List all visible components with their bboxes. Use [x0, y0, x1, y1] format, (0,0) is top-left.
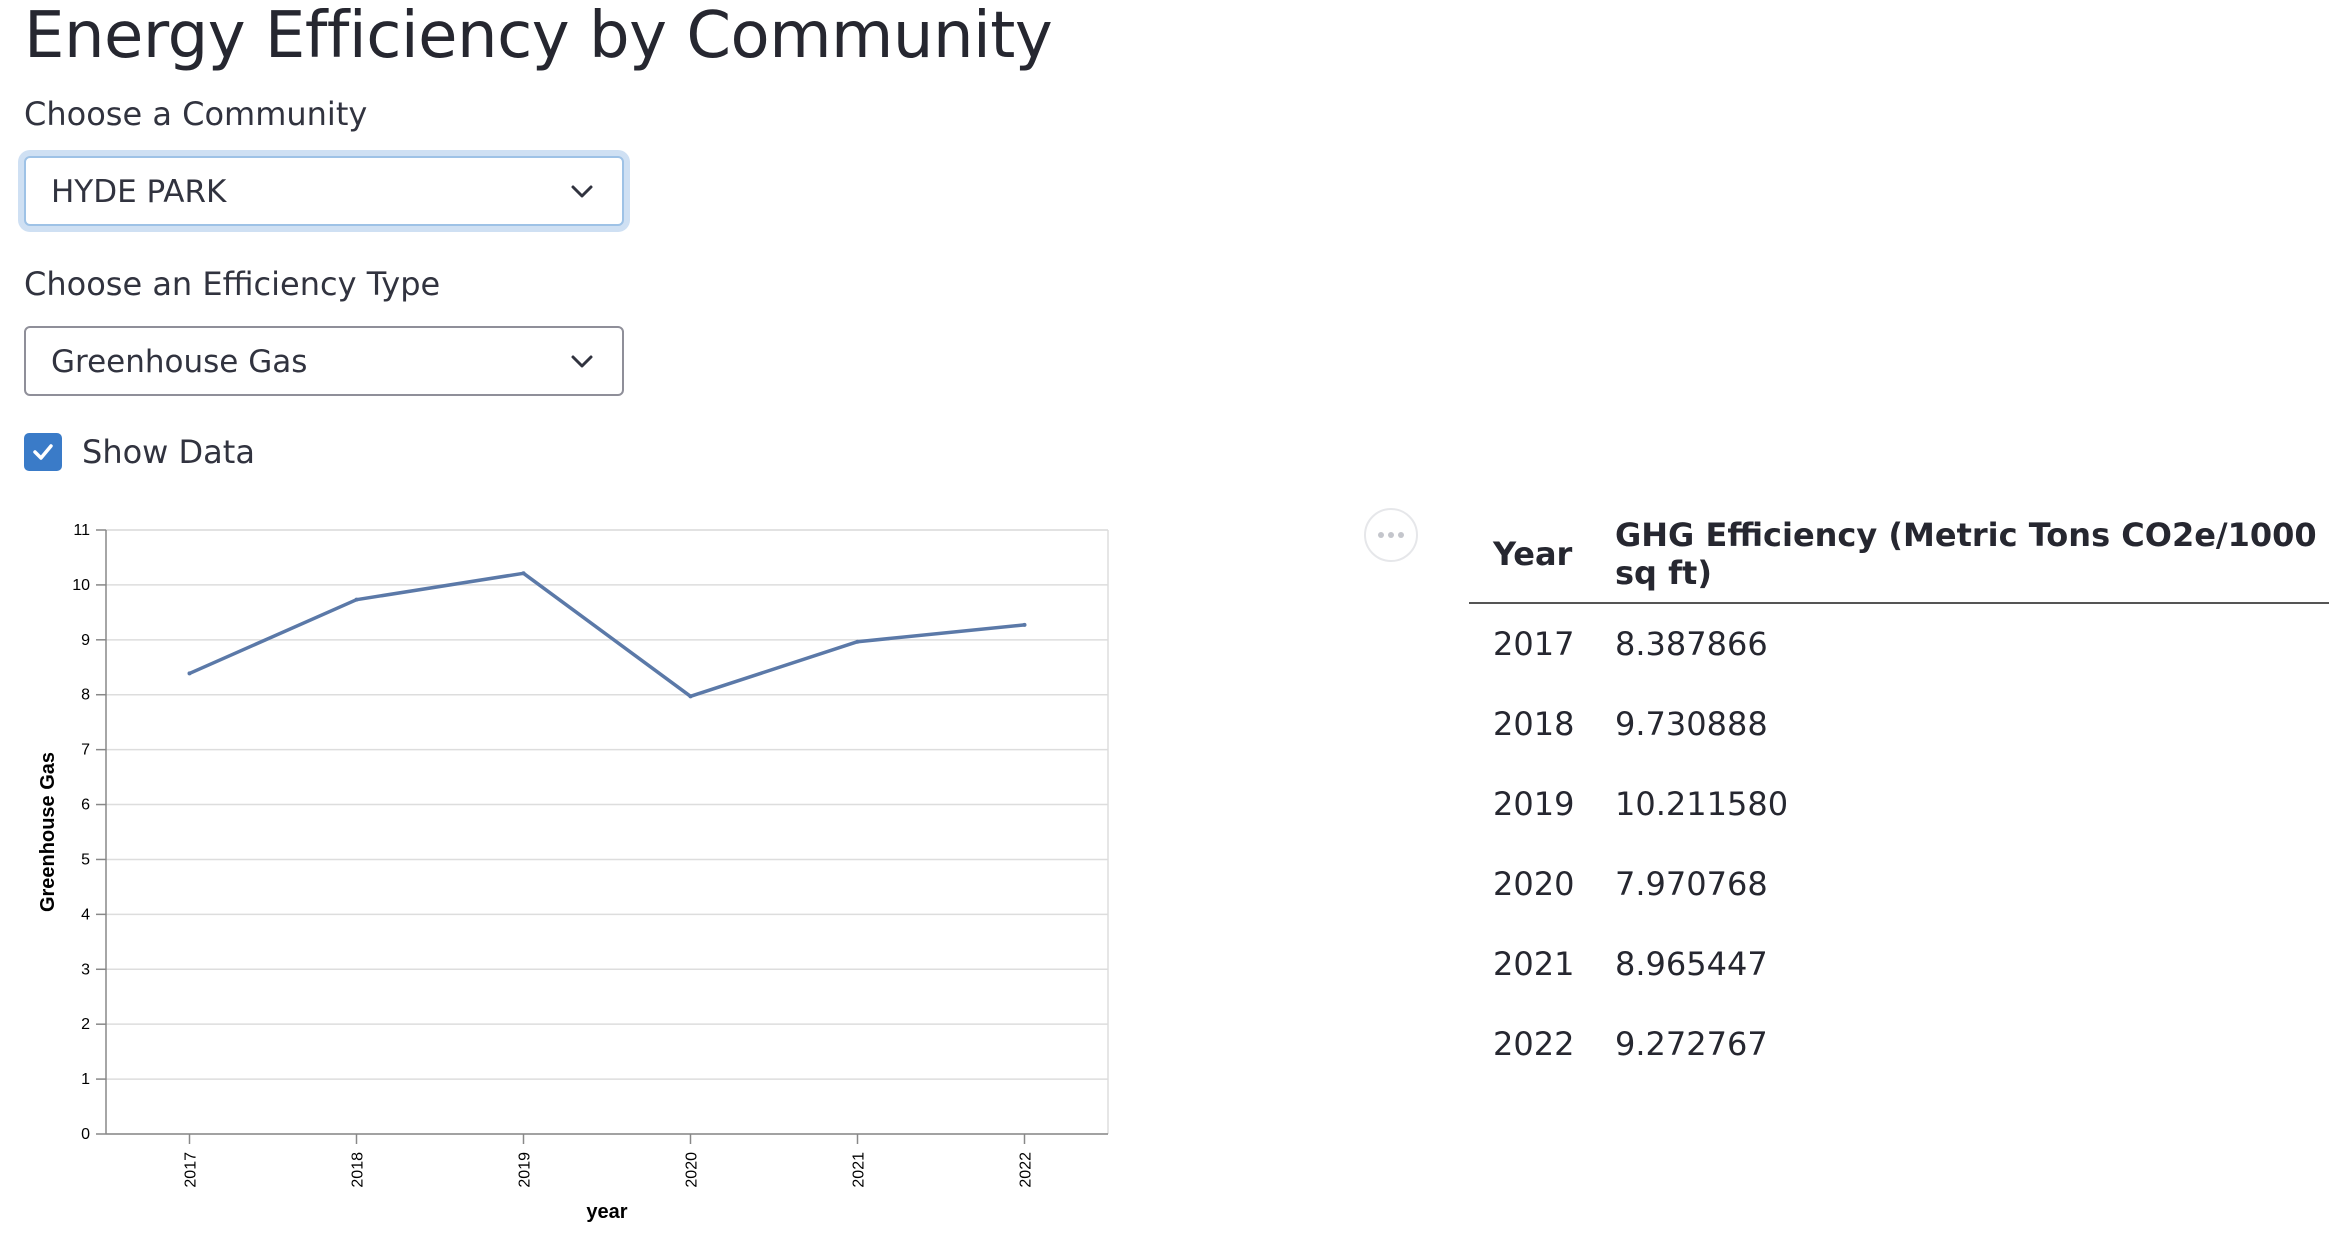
community-select-value: HYDE PARK — [51, 174, 227, 210]
chart-menu-button[interactable] — [1364, 508, 1418, 562]
x-tick-label: 2019 — [517, 1152, 534, 1188]
table-cell-year: 2022 — [1493, 1025, 1575, 1063]
y-axis-title: Greenhouse Gas — [37, 752, 59, 912]
y-tick-label: 6 — [81, 797, 90, 814]
y-tick-label: 5 — [81, 851, 90, 868]
y-tick-label: 11 — [73, 522, 90, 539]
x-tick-label: 2017 — [183, 1152, 200, 1188]
table-cell-value: 7.970768 — [1615, 865, 1768, 903]
x-tick-label: 2020 — [684, 1152, 701, 1188]
table-cell-value: 8.965447 — [1615, 945, 1768, 983]
table-cell-value: 9.272767 — [1615, 1025, 1768, 1063]
efficiency-select-value: Greenhouse Gas — [51, 344, 308, 380]
y-tick-label: 2 — [81, 1016, 90, 1033]
data-point — [354, 597, 359, 602]
y-tick-label: 10 — [72, 577, 90, 594]
table-header-year: Year — [1469, 516, 1615, 604]
x-tick-label: 2021 — [851, 1152, 868, 1188]
community-select-label: Choose a Community — [24, 95, 368, 133]
data-table: Year GHG Efficiency (Metric Tons CO2e/10… — [1469, 516, 2329, 1084]
chevron-down-icon — [571, 355, 593, 368]
table-row: 2018 9.730888 — [1469, 684, 2329, 764]
table-header-ghg: GHG Efficiency (Metric Tons CO2e/1000 sq… — [1615, 516, 2329, 604]
data-point — [1022, 622, 1027, 627]
table-cell-year: 2021 — [1493, 945, 1575, 983]
data-point — [187, 671, 192, 676]
show-data-toggle[interactable]: Show Data — [24, 432, 255, 472]
series-line — [187, 571, 1027, 699]
chevron-down-icon — [571, 185, 593, 198]
data-point — [855, 639, 860, 644]
checkmark-icon — [33, 444, 53, 460]
efficiency-type-select[interactable]: Greenhouse Gas — [24, 326, 624, 396]
y-tick-label: 8 — [81, 687, 90, 704]
efficiency-select-label: Choose an Efficiency Type — [24, 265, 441, 303]
data-point — [521, 571, 526, 576]
community-select[interactable]: HYDE PARK — [24, 156, 624, 226]
table-row: 2021 8.965447 — [1469, 924, 2329, 1004]
y-tick-label: 0 — [81, 1126, 90, 1143]
more-horizontal-icon — [1378, 532, 1404, 538]
y-tick-label: 1 — [81, 1071, 90, 1088]
table-header-row: Year GHG Efficiency (Metric Tons CO2e/10… — [1469, 516, 2329, 604]
y-tick-label: 3 — [81, 961, 90, 978]
table-cell-value: 10.211580 — [1615, 785, 1789, 823]
page-title: Energy Efficiency by Community — [24, 0, 1053, 73]
y-tick-label: 7 — [81, 742, 90, 759]
table-cell-value: 8.387866 — [1615, 625, 1768, 663]
x-axis-title: year — [586, 1201, 627, 1223]
table-row: 2022 9.272767 — [1469, 1004, 2329, 1084]
show-data-label: Show Data — [82, 433, 255, 471]
show-data-checkbox[interactable] — [24, 433, 62, 471]
table-row: 2020 7.970768 — [1469, 844, 2329, 924]
table-cell-year: 2020 — [1493, 865, 1575, 903]
data-point — [688, 694, 693, 699]
line-chart: 0 1 2 3 4 5 6 7 8 9 10 11 2017 2018 2019 2020 2021 2022 ye… — [37, 522, 1109, 1223]
table-row: 2017 8.387866 — [1469, 603, 2329, 684]
y-tick-label: 4 — [81, 906, 90, 923]
table-cell-value: 9.730888 — [1615, 705, 1768, 743]
table-row: 2019 10.211580 — [1469, 764, 2329, 844]
x-tick-label: 2018 — [350, 1152, 367, 1188]
table-cell-year: 2019 — [1493, 785, 1575, 823]
table-cell-year: 2017 — [1493, 625, 1575, 663]
y-tick-label: 9 — [81, 632, 90, 649]
x-tick-label: 2022 — [1018, 1152, 1035, 1188]
table-cell-year: 2018 — [1493, 705, 1575, 743]
